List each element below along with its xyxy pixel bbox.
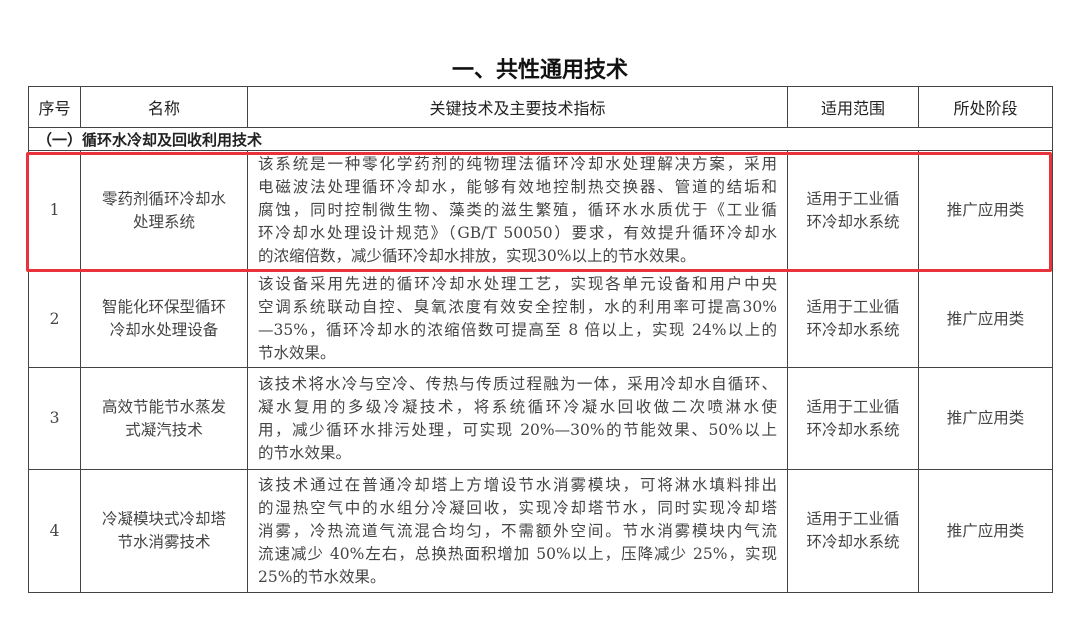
row-stage-text: 推广应用类 bbox=[946, 309, 1025, 328]
text-line: 处理系统 bbox=[132, 212, 195, 231]
text-line: 用，减少循环水排污处理，可实现 20%—30%的节能效果、50%以上 bbox=[258, 420, 777, 439]
text-line: 适用于工业循 bbox=[806, 189, 900, 208]
row-number-text: 2 bbox=[49, 309, 60, 328]
text-line: 流速减少 40%左右，总换热面积增加 50%以上，压降减少 25%，实现 bbox=[258, 544, 777, 563]
header-name: 名称 bbox=[80, 86, 248, 128]
row-name: 高效节能节水蒸发 式凝汽技术 bbox=[80, 367, 248, 470]
text-line: 腐蚀，同时控制微生物、藻类的滋生繁殖，循环水水质优于《工业循 bbox=[258, 201, 777, 219]
text-line: 冷却水处理设备 bbox=[109, 321, 219, 339]
row-number-text: 3 bbox=[49, 409, 60, 427]
text-line: 零药剂循环冷却水 bbox=[101, 189, 226, 208]
table-row: 4 冷凝模块式冷却塔 节水消雾技术 该技术通过在普通冷却塔上方增设节水消雾模块，可将淋… bbox=[28, 469, 1053, 593]
section-title: （一）循环水冷却及回收利用技术 bbox=[28, 127, 1053, 151]
text-line: 环冷却水系统 bbox=[806, 321, 900, 339]
row-description: 该技术将水冷与空冷、传热与传质过程融为一体，采用冷却水自循环、 凝水复用的多级冷凝… bbox=[247, 367, 788, 470]
row-scope: 适用于工业循 环冷却水系统 bbox=[787, 270, 919, 368]
row-number: 2 bbox=[28, 270, 81, 368]
row-scope: 适用于工业循 环冷却水系统 bbox=[787, 469, 919, 593]
table-header: 序号 名称 关键技术及主要技术指标 适用范围 所处阶段 bbox=[28, 86, 1053, 128]
text-line: 的湿热空气中的水组分冷凝回收，实现冷却塔节水，同时实现冷却塔 bbox=[258, 498, 777, 517]
row-stage: 推广应用类 bbox=[918, 367, 1053, 470]
row-stage: 推广应用类 bbox=[918, 150, 1053, 271]
header-no: 序号 bbox=[28, 86, 81, 128]
row-stage-text: 推广应用类 bbox=[946, 201, 1025, 219]
row-number: 4 bbox=[28, 469, 81, 593]
header-desc: 关键技术及主要技术指标 bbox=[247, 86, 788, 128]
table-row: 2 智能化环保型循环 冷却水处理设备 该设备采用先进的循环冷却水处理工艺，实现各单元设… bbox=[28, 270, 1053, 368]
text-line: —35%，循环冷却水的浓缩倍数可提高至 8 倍以上，实现 24%以上的 bbox=[258, 321, 777, 339]
row-number-text: 4 bbox=[49, 521, 60, 540]
row-number-text: 1 bbox=[49, 201, 60, 219]
row-number: 1 bbox=[28, 150, 81, 271]
text-line: 的节水效果。 bbox=[258, 443, 352, 462]
table-row: 3 高效节能节水蒸发 式凝汽技术 该技术将水冷与空冷、传热与传质过程融为一体，采用冷却… bbox=[28, 367, 1053, 470]
text-line: 适用于工业循 bbox=[806, 298, 900, 316]
row-number: 3 bbox=[28, 367, 81, 470]
header-stage: 所处阶段 bbox=[918, 86, 1053, 128]
text-line: 该技术通过在普通冷却塔上方增设节水消雾模块，可将淋水填料排出 bbox=[258, 475, 777, 494]
text-line: 节水消雾技术 bbox=[117, 533, 211, 551]
row-name: 零药剂循环冷却水 处理系统 bbox=[80, 150, 248, 271]
row-stage-text: 推广应用类 bbox=[946, 521, 1025, 540]
row-scope: 适用于工业循 环冷却水系统 bbox=[787, 150, 919, 271]
row-stage-text: 推广应用类 bbox=[946, 409, 1025, 427]
text-line: 空调系统联动自控、臭氧浓度有效安全控制，水的利用率可提高30% bbox=[258, 298, 777, 316]
row-description: 该设备采用先进的循环冷却水处理工艺，实现各单元设备和用户中央 空调系统联动自控、臭… bbox=[247, 270, 788, 368]
text-line: 的浓缩倍数，减少循环冷却水排放，实现30%以上的节水效果。 bbox=[258, 247, 696, 265]
text-line: 适用于工业循 bbox=[806, 510, 900, 528]
page-title: 一、共性通用技术 bbox=[451, 58, 628, 83]
text-line: 智能化环保型循环 bbox=[101, 298, 226, 316]
text-line: 环冷却水系统 bbox=[806, 533, 900, 551]
text-line: 该设备采用先进的循环冷却水处理工艺，实现各单元设备和用户中央 bbox=[258, 275, 777, 293]
row-scope: 适用于工业循 环冷却水系统 bbox=[787, 367, 919, 470]
section-row: （一）循环水冷却及回收利用技术 bbox=[28, 127, 1053, 151]
text-line: 高效节能节水蒸发 bbox=[101, 397, 226, 416]
text-line: 该技术将水冷与空冷、传热与传质过程融为一体，采用冷却水自循环、 bbox=[258, 374, 777, 393]
header-scope: 适用范围 bbox=[787, 86, 919, 128]
row-stage: 推广应用类 bbox=[918, 270, 1053, 368]
text-line: 环冷却水系统 bbox=[806, 420, 900, 439]
text-line: 凝水复用的多级冷凝技术，将系统循环冷凝水回收做二次喷淋水使 bbox=[258, 397, 777, 416]
text-line: 消雾，冷热流道气流混合均匀，不需额外空间。节水消雾模块内气流 bbox=[258, 521, 777, 540]
table-row: 1 零药剂循环冷却水 处理系统 该系统是一种零化学药剂的纯物理法循环冷却水处理解决方案… bbox=[28, 150, 1053, 271]
text-line: 冷凝模块式冷却塔 bbox=[101, 510, 226, 528]
text-line: 环冷却水处理设计规范》（GB/T 50050）要求，有效提升循环冷却水 bbox=[258, 224, 777, 242]
row-stage: 推广应用类 bbox=[918, 469, 1053, 593]
text-line: 节水效果。 bbox=[258, 344, 336, 362]
text-line: 电磁波法处理循环冷却水，能够有效地控制热交换器、管道的结垢和 bbox=[258, 178, 777, 196]
row-description: 该系统是一种零化学药剂的纯物理法循环冷却水处理解决方案，采用 电磁波法处理循环冷却… bbox=[247, 150, 788, 271]
row-name: 冷凝模块式冷却塔 节水消雾技术 bbox=[80, 469, 248, 593]
text-line: 式凝汽技术 bbox=[125, 420, 203, 439]
row-description: 该技术通过在普通冷却塔上方增设节水消雾模块，可将淋水填料排出 的湿热空气中的水组分… bbox=[247, 469, 788, 593]
text-line: 该系统是一种零化学药剂的纯物理法循环冷却水处理解决方案，采用 bbox=[258, 155, 777, 173]
row-name: 智能化环保型循环 冷却水处理设备 bbox=[80, 270, 248, 368]
text-line: 25%的节水效果。 bbox=[258, 567, 386, 586]
text-line: 环冷却水系统 bbox=[806, 212, 900, 231]
text-line: 适用于工业循 bbox=[806, 397, 900, 416]
technology-table: 序号 名称 关键技术及主要技术指标 适用范围 所处阶段 （一）循环水冷却及回收利… bbox=[28, 86, 1053, 593]
